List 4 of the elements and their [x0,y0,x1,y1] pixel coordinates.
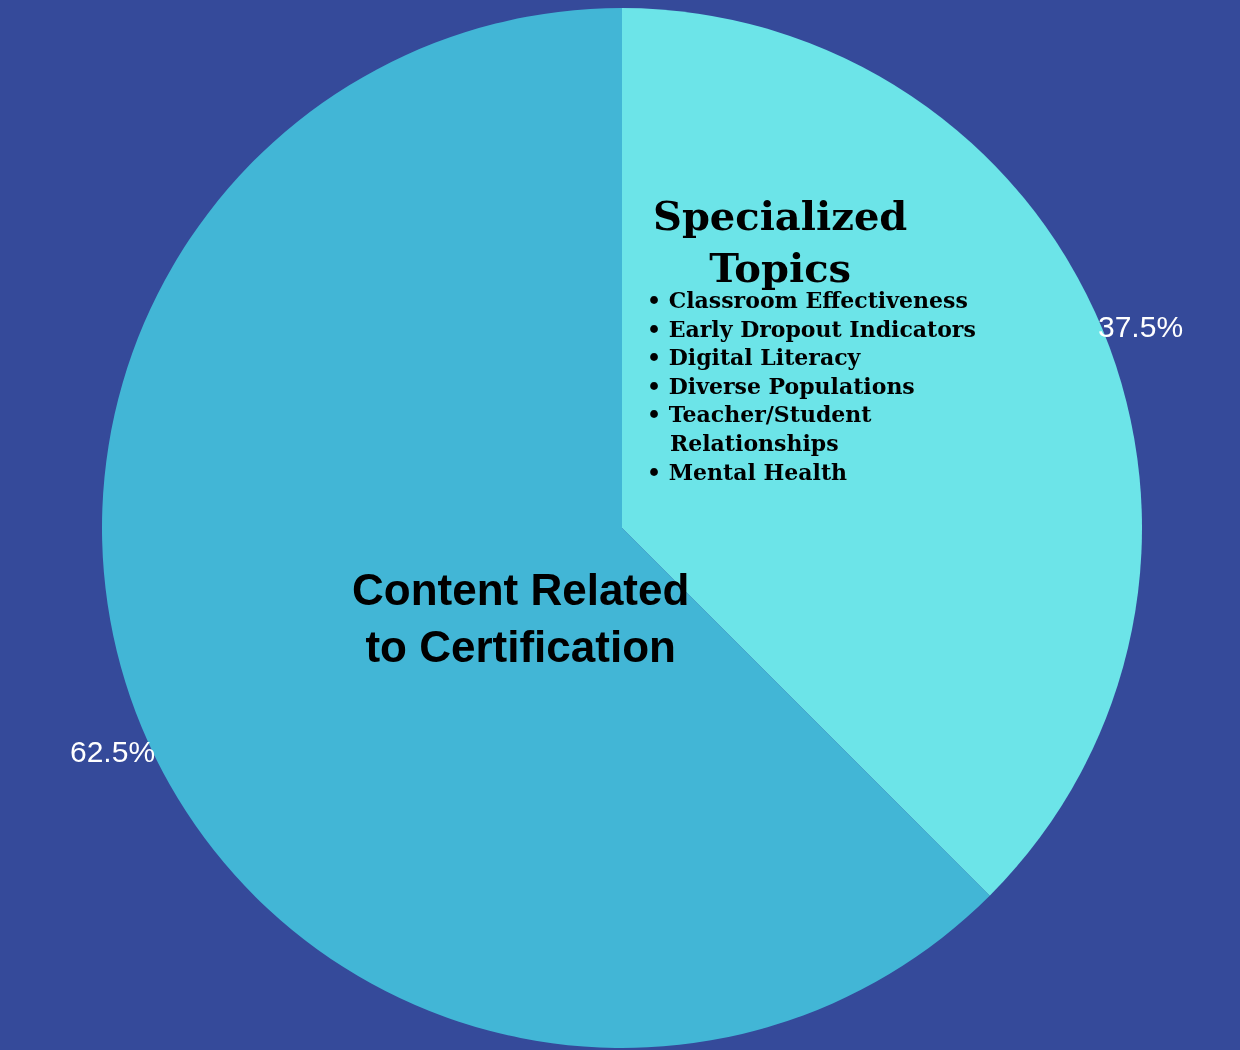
data-label: 62.5% [70,735,156,768]
slice-label: Specialized Topics [653,192,908,291]
data-label: 37.5% [1098,310,1184,343]
slice-label: Content Related to Certification [352,565,690,672]
